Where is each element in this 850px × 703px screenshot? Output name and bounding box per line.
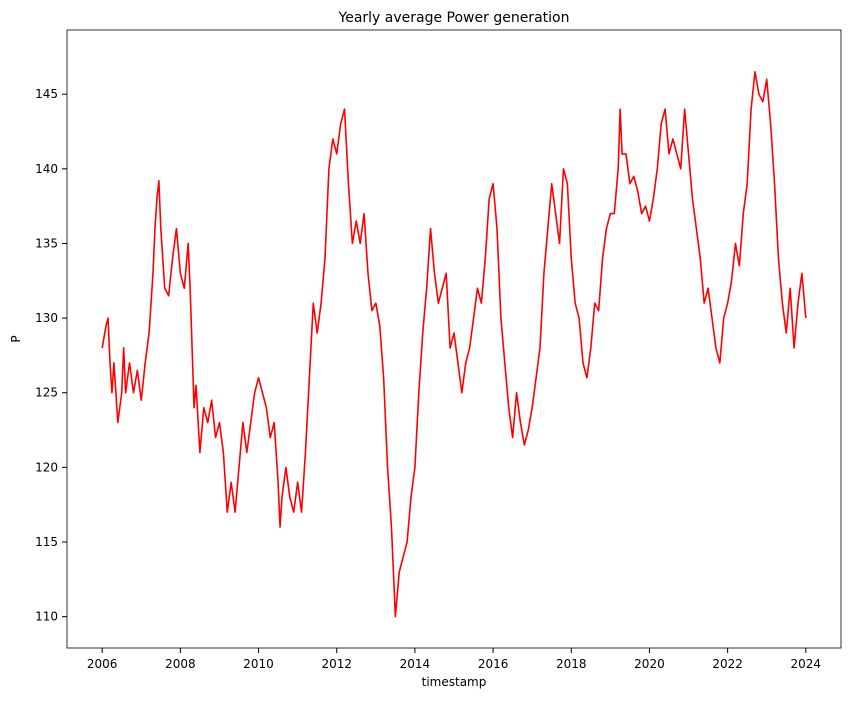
- x-tick-label: 2018: [556, 657, 587, 671]
- x-tick-label: 2008: [165, 657, 196, 671]
- x-tick-label: 2020: [634, 657, 665, 671]
- x-tick-label: 2010: [243, 657, 274, 671]
- y-tick-label: 115: [35, 535, 58, 549]
- plot-frame: [66, 29, 842, 649]
- y-tick-label: 145: [35, 87, 58, 101]
- y-tick-label: 120: [35, 460, 58, 474]
- y-tick-label: 130: [35, 311, 58, 325]
- y-tick-label: 140: [35, 162, 58, 176]
- chart-title: Yearly average Power generation: [338, 10, 570, 26]
- y-tick-label: 135: [35, 236, 58, 250]
- y-tick-label: 125: [35, 386, 58, 400]
- x-axis-label: timestamp: [422, 675, 487, 689]
- data-line: [101, 70, 807, 618]
- x-tick-label: 2014: [400, 657, 431, 671]
- y-tick-label: 110: [35, 610, 58, 624]
- x-tick-label: 2024: [791, 657, 822, 671]
- x-tick-label: 2012: [321, 657, 352, 671]
- x-tick-label: 2006: [87, 657, 118, 671]
- x-tick-label: 2016: [478, 657, 509, 671]
- x-tick-label: 2022: [712, 657, 743, 671]
- y-axis-label: P: [9, 335, 23, 342]
